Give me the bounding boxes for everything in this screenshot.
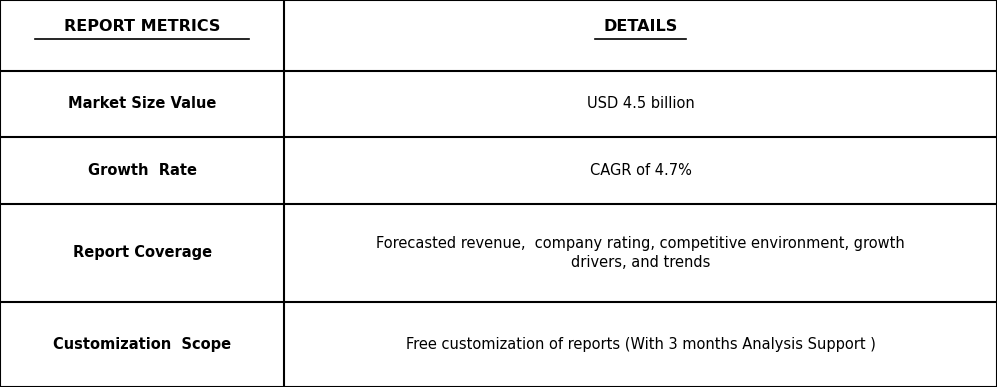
Text: Market Size Value: Market Size Value	[68, 96, 216, 111]
Text: REPORT METRICS: REPORT METRICS	[64, 19, 220, 34]
Text: Customization  Scope: Customization Scope	[53, 337, 231, 352]
Text: CAGR of 4.7%: CAGR of 4.7%	[589, 163, 692, 178]
Text: Report Coverage: Report Coverage	[73, 245, 211, 260]
Text: USD 4.5 billion: USD 4.5 billion	[586, 96, 695, 111]
Text: DETAILS: DETAILS	[603, 19, 678, 34]
Text: Forecasted revenue,  company rating, competitive environment, growth
drivers, an: Forecasted revenue, company rating, comp…	[376, 236, 905, 271]
Text: Free customization of reports (With 3 months Analysis Support ): Free customization of reports (With 3 mo…	[406, 337, 875, 352]
Text: Growth  Rate: Growth Rate	[88, 163, 196, 178]
